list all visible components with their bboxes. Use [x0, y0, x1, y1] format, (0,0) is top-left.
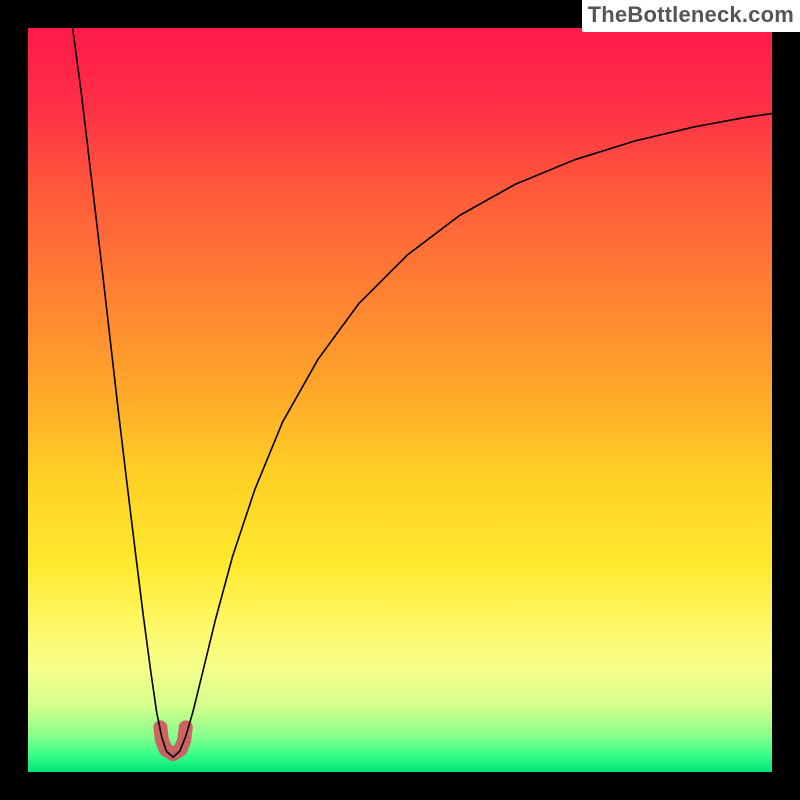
plot-svg	[28, 28, 772, 772]
watermark-label: TheBottleneck.com	[582, 0, 800, 32]
plot-area	[28, 28, 772, 772]
figure-root: TheBottleneck.com	[0, 0, 800, 800]
gradient-background-rect	[28, 28, 772, 772]
